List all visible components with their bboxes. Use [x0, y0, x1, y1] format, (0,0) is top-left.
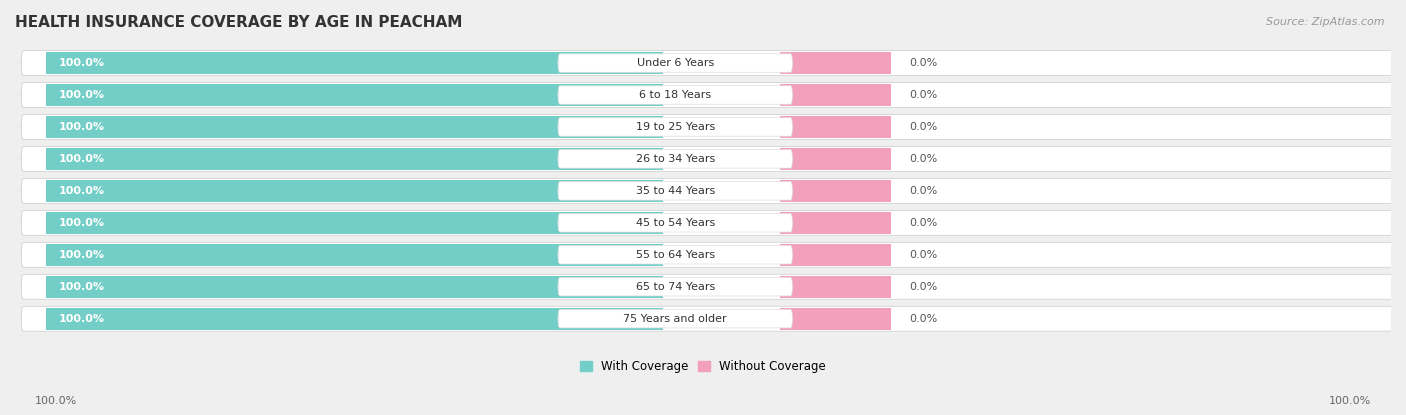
Text: 0.0%: 0.0%: [910, 250, 938, 260]
Bar: [780, 308, 891, 330]
Text: 6 to 18 Years: 6 to 18 Years: [640, 90, 711, 100]
Text: 35 to 44 Years: 35 to 44 Years: [636, 186, 714, 196]
Bar: [46, 276, 662, 298]
FancyBboxPatch shape: [558, 150, 793, 168]
Bar: [46, 116, 662, 138]
FancyBboxPatch shape: [21, 178, 1398, 203]
Bar: [780, 116, 891, 138]
Bar: [46, 244, 662, 266]
Text: 100.0%: 100.0%: [35, 396, 77, 406]
Text: 26 to 34 Years: 26 to 34 Years: [636, 154, 714, 164]
Text: 100.0%: 100.0%: [1329, 396, 1371, 406]
Bar: [780, 180, 891, 202]
Bar: [780, 148, 891, 170]
FancyBboxPatch shape: [558, 310, 793, 328]
Bar: [780, 276, 891, 298]
FancyBboxPatch shape: [558, 278, 793, 296]
Text: 65 to 74 Years: 65 to 74 Years: [636, 282, 714, 292]
Text: 0.0%: 0.0%: [910, 218, 938, 228]
Legend: With Coverage, Without Coverage: With Coverage, Without Coverage: [579, 360, 827, 374]
FancyBboxPatch shape: [21, 115, 1398, 139]
Text: 0.0%: 0.0%: [910, 282, 938, 292]
FancyBboxPatch shape: [558, 182, 793, 200]
Text: 100.0%: 100.0%: [58, 314, 104, 324]
Bar: [46, 148, 662, 170]
FancyBboxPatch shape: [558, 246, 793, 264]
Text: 75 Years and older: 75 Years and older: [623, 314, 727, 324]
Text: 0.0%: 0.0%: [910, 58, 938, 68]
Text: 100.0%: 100.0%: [58, 218, 104, 228]
Bar: [46, 212, 662, 234]
Text: 0.0%: 0.0%: [910, 154, 938, 164]
Text: HEALTH INSURANCE COVERAGE BY AGE IN PEACHAM: HEALTH INSURANCE COVERAGE BY AGE IN PEAC…: [15, 15, 463, 30]
Text: 100.0%: 100.0%: [58, 58, 104, 68]
FancyBboxPatch shape: [558, 118, 793, 136]
Text: 100.0%: 100.0%: [58, 90, 104, 100]
Bar: [780, 52, 891, 74]
FancyBboxPatch shape: [558, 214, 793, 232]
FancyBboxPatch shape: [21, 51, 1398, 76]
FancyBboxPatch shape: [21, 242, 1398, 267]
Text: Under 6 Years: Under 6 Years: [637, 58, 714, 68]
FancyBboxPatch shape: [21, 83, 1398, 107]
Bar: [46, 180, 662, 202]
Text: 0.0%: 0.0%: [910, 314, 938, 324]
Text: Source: ZipAtlas.com: Source: ZipAtlas.com: [1267, 17, 1385, 27]
Text: 100.0%: 100.0%: [58, 122, 104, 132]
Text: 0.0%: 0.0%: [910, 90, 938, 100]
Bar: [780, 244, 891, 266]
Bar: [780, 212, 891, 234]
Text: 100.0%: 100.0%: [58, 282, 104, 292]
Bar: [46, 84, 662, 106]
Text: 45 to 54 Years: 45 to 54 Years: [636, 218, 714, 228]
Bar: [46, 308, 662, 330]
FancyBboxPatch shape: [558, 86, 793, 104]
FancyBboxPatch shape: [21, 146, 1398, 171]
Text: 19 to 25 Years: 19 to 25 Years: [636, 122, 714, 132]
FancyBboxPatch shape: [21, 210, 1398, 235]
FancyBboxPatch shape: [21, 306, 1398, 331]
Bar: [780, 84, 891, 106]
Text: 100.0%: 100.0%: [58, 250, 104, 260]
FancyBboxPatch shape: [558, 54, 793, 72]
Text: 100.0%: 100.0%: [58, 186, 104, 196]
Text: 100.0%: 100.0%: [58, 154, 104, 164]
Text: 0.0%: 0.0%: [910, 122, 938, 132]
Text: 0.0%: 0.0%: [910, 186, 938, 196]
FancyBboxPatch shape: [21, 274, 1398, 299]
Text: 55 to 64 Years: 55 to 64 Years: [636, 250, 714, 260]
Bar: [46, 52, 662, 74]
